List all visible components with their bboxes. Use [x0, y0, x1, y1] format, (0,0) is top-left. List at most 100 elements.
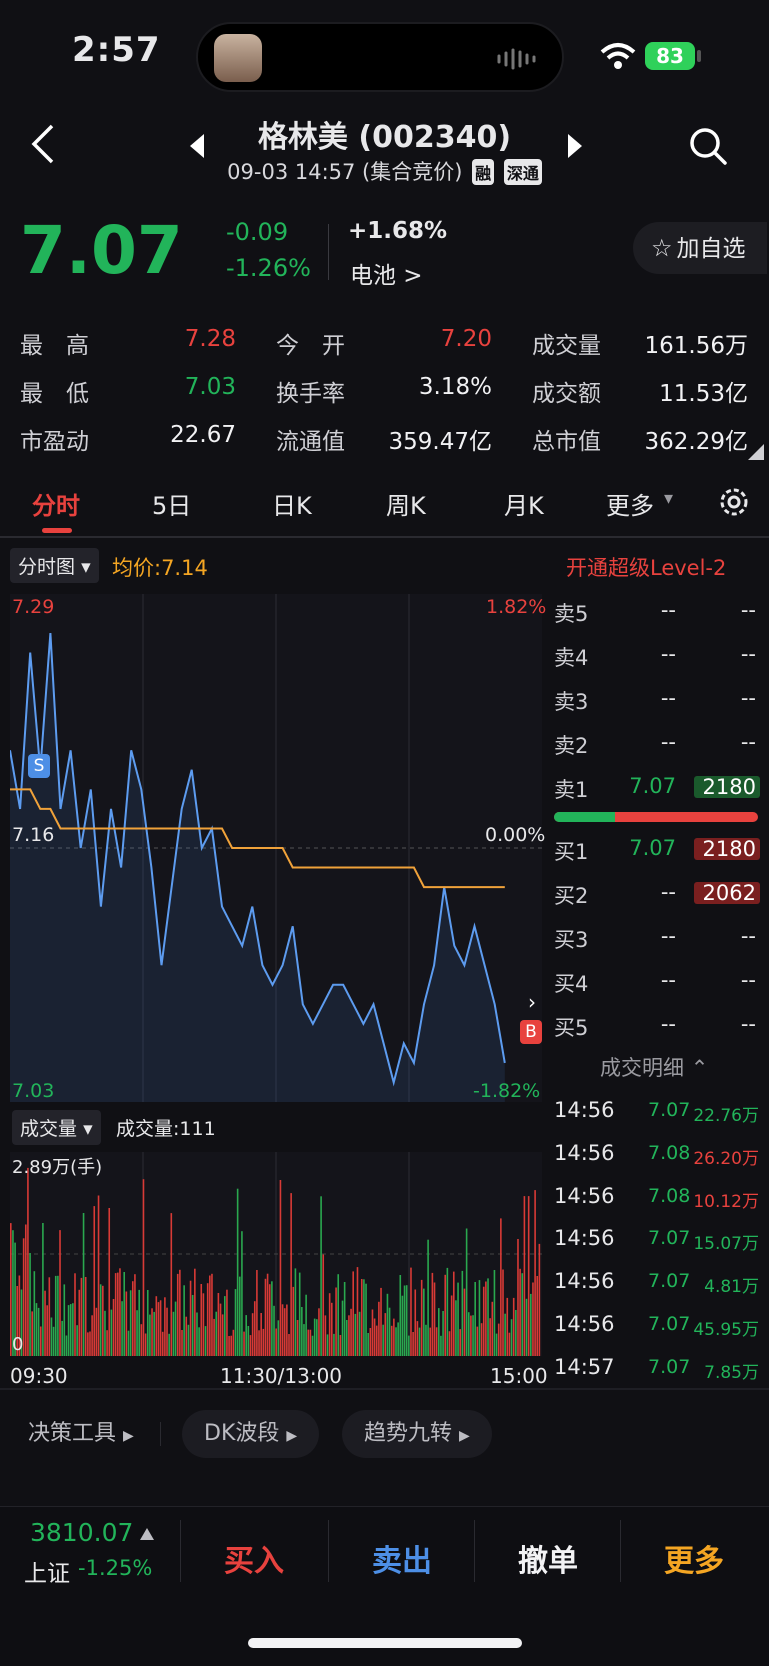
volume-bar [414, 1289, 417, 1356]
next-stock-icon[interactable] [566, 134, 582, 158]
volume-bar [260, 1313, 262, 1356]
volume-bar [33, 1271, 36, 1356]
volume-bar [20, 1289, 23, 1356]
volume-bar [502, 1269, 504, 1356]
search-icon[interactable] [688, 126, 728, 166]
bid-level-price: -- [660, 880, 676, 904]
volume-bar [331, 1302, 333, 1356]
back-icon[interactable] [28, 124, 58, 164]
volume-bar [459, 1329, 461, 1356]
add-favorite-button[interactable]: ☆ 加自选 [633, 222, 767, 274]
volume-bar [110, 1309, 113, 1356]
settings-gear-icon[interactable] [716, 484, 752, 520]
tool-decision[interactable]: 决策工具 ▶ [28, 1410, 134, 1458]
cancel-order-button[interactable]: 撤单 [518, 1544, 578, 1579]
index-value[interactable]: 3810.07 [30, 1518, 134, 1547]
ask-level-price: 7.07 [629, 774, 676, 798]
chart-mode-select[interactable]: 分时图 ▾ [10, 548, 99, 583]
prev-stock-icon[interactable] [190, 134, 206, 158]
buy-button[interactable]: 买入 [224, 1544, 284, 1579]
tab-period-2[interactable]: 日K [272, 492, 312, 520]
volume-bar [59, 1230, 61, 1356]
price-area [10, 633, 505, 1102]
sector-link[interactable]: 电池 > [350, 263, 423, 289]
volume-bar [350, 1308, 352, 1356]
volume-bar [187, 1324, 190, 1356]
volume-bar [104, 1310, 106, 1356]
tab-intraday[interactable]: 分时 [32, 492, 80, 520]
volume-bar [493, 1270, 496, 1356]
home-indicator[interactable] [248, 1638, 522, 1648]
volume-bar [371, 1309, 374, 1356]
trade-details-toggle[interactable]: 成交明细 ⌃ [600, 1052, 708, 1082]
battery-tip [697, 50, 701, 62]
price-chart[interactable] [10, 594, 542, 1102]
volume-bar [530, 1293, 532, 1356]
stat-value: 7.20 [440, 326, 492, 352]
volume-bar [228, 1336, 230, 1356]
volume-bar [161, 1331, 164, 1356]
tab-period-3[interactable]: 周K [386, 492, 426, 520]
audio-wave-icon [497, 48, 536, 70]
volume-bar [418, 1327, 421, 1356]
volume-bar [412, 1332, 414, 1356]
volume-bar [489, 1318, 491, 1356]
volume-bar [14, 1242, 16, 1356]
volume-bar [213, 1318, 215, 1356]
level2-link[interactable]: 开通超级Level-2 [566, 556, 727, 580]
volume-bar [206, 1283, 209, 1356]
volume-bar [224, 1296, 226, 1356]
volume-bar [279, 1180, 282, 1356]
volume-bar [219, 1303, 222, 1356]
trade-volume: 45.95万 [693, 1320, 759, 1340]
sell-button[interactable]: 卖出 [372, 1544, 432, 1579]
pct-low-label: -1.82% [473, 1080, 541, 1102]
tool-decision-label: 决策工具 [28, 1421, 117, 1446]
bid-level-volume: 2062 [694, 882, 760, 904]
volume-bar [72, 1303, 74, 1356]
stock-title: 格林美 (002340) [257, 120, 512, 155]
volume-bar [345, 1320, 348, 1356]
volume-chart[interactable] [10, 1152, 542, 1356]
volume-bar [52, 1326, 55, 1356]
tab-period-1[interactable]: 5日 [152, 492, 192, 520]
stat-value: 161.56万 [644, 333, 748, 359]
bid-level-price: -- [660, 968, 676, 992]
volume-bar [427, 1239, 429, 1356]
tool-dk-band[interactable]: DK波段 ▶ [182, 1410, 320, 1458]
volume-bar [232, 1329, 235, 1356]
stat-label: 总市值 [532, 429, 601, 455]
price-change-pct: -1.26% [226, 254, 311, 282]
volume-bar [102, 1285, 104, 1356]
volume-bar [251, 1313, 254, 1356]
volume-bar [500, 1218, 502, 1356]
chevron-right-icon[interactable]: › [528, 990, 536, 1014]
volume-bar [27, 1167, 29, 1356]
volume-bar [356, 1267, 359, 1356]
volume-mode-select[interactable]: 成交量 ▾ [12, 1110, 101, 1145]
volume-bar [352, 1271, 354, 1356]
stat-value: 359.47亿 [388, 429, 492, 455]
sell-marker[interactable]: S [28, 754, 50, 778]
volume-bar [397, 1322, 399, 1356]
volume-bar [89, 1331, 91, 1356]
tool-trend-nine[interactable]: 趋势九转 ▶ [342, 1410, 492, 1458]
volume-bar [363, 1279, 365, 1356]
tab-more[interactable]: 更多 [606, 492, 654, 520]
volume-bar [393, 1318, 395, 1356]
volume-bar [401, 1295, 404, 1356]
ask-level-price: -- [660, 730, 676, 754]
volume-bar [375, 1325, 378, 1356]
expand-corner-icon[interactable] [748, 444, 764, 460]
volume-bar [532, 1282, 534, 1356]
trade-volume: 10.12万 [693, 1191, 759, 1212]
ask-level-volume: 2180 [694, 776, 760, 798]
more-actions-button[interactable]: 更多 [664, 1544, 724, 1579]
volume-bar [266, 1273, 269, 1356]
stat-value: 11.53亿 [659, 381, 748, 407]
volume-bar [324, 1315, 327, 1356]
volume-bar [435, 1327, 438, 1356]
volume-bar [119, 1268, 121, 1356]
tab-period-4[interactable]: 月K [504, 492, 544, 520]
buy-marker[interactable]: B [520, 1020, 542, 1044]
